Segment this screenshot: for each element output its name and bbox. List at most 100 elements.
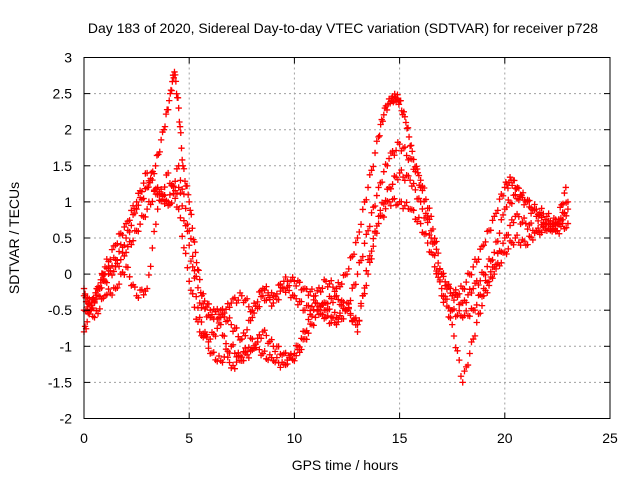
data-point-interp (457, 373, 465, 380)
data-point-interp (380, 213, 388, 221)
data-point-interp (471, 332, 479, 340)
data-point-interp (389, 181, 396, 188)
data-point-interp (520, 214, 528, 222)
data-point-interp (468, 271, 475, 278)
data-point-interp (473, 301, 480, 309)
data-point-interp (526, 203, 533, 211)
data-point-interp (129, 237, 137, 244)
data-point (564, 198, 572, 206)
data-point (564, 205, 572, 213)
data-point-interp (189, 290, 196, 298)
data-point-interp (254, 338, 261, 346)
data-point-interp (410, 207, 417, 214)
data-point-interp (308, 285, 316, 293)
data-point-interp (226, 359, 233, 366)
data-point-interp (371, 202, 379, 210)
data-point-interp (150, 170, 158, 177)
data-point-interp (191, 238, 198, 246)
data-point-interp (413, 218, 421, 225)
data-point-interp (506, 173, 514, 181)
data-point-interp (162, 110, 170, 118)
data-point-interp (317, 288, 324, 296)
data-point-interp (149, 244, 156, 252)
data-point-interp (326, 306, 333, 313)
data-point-interp (361, 284, 368, 292)
data-point-interp (361, 240, 368, 247)
data-point-interp (424, 219, 431, 226)
data-point-interp (305, 316, 312, 323)
data-point-interp (100, 271, 108, 279)
data-point-interp (128, 241, 135, 248)
data-point (175, 162, 182, 169)
data-point-interp (159, 191, 167, 198)
data-point-interp (413, 165, 421, 173)
data-point-interp (284, 283, 291, 291)
data-point-interp (415, 214, 423, 221)
data-point (101, 263, 109, 271)
data-point (238, 353, 245, 361)
data-point-interp (126, 273, 133, 281)
data-point (186, 198, 193, 206)
data-point-interp (498, 216, 505, 223)
data-point-interp (338, 280, 345, 288)
data-point-interp (352, 321, 359, 329)
data-point-interp (166, 97, 173, 104)
data-point-interp (233, 324, 240, 332)
data-point-interp (231, 365, 238, 372)
data-point-interp (562, 224, 570, 231)
data-point (480, 242, 487, 249)
data-point (122, 249, 130, 256)
data-point-interp (298, 335, 305, 342)
data-point-interp (114, 240, 121, 247)
data-point-interp (194, 318, 202, 325)
data-point-interp (285, 287, 293, 294)
y-axis: -2 -1.5 -1 -0.5 0 0.5 1 1.5 2 2.5 3 (48, 50, 610, 427)
data-point-interp (121, 241, 128, 249)
data-point (402, 119, 410, 126)
data-point-interp (329, 283, 337, 291)
data-point-interp (389, 148, 396, 155)
data-point-interp (319, 300, 326, 307)
data-point-interp (401, 202, 409, 209)
data-point-interp (176, 123, 184, 130)
data-point-interp (178, 233, 186, 240)
data-point-interp (214, 325, 221, 332)
data-point (133, 198, 140, 206)
x-axis-label: GPS time / hours (292, 457, 399, 473)
data-point-interp (422, 230, 430, 237)
data-point-interp (200, 290, 207, 298)
data-point-interp (187, 207, 194, 214)
data-point (196, 314, 203, 321)
data-point-interp (231, 294, 238, 301)
data-point (564, 220, 572, 227)
data-point-interp (157, 136, 165, 144)
data-point-interp (115, 248, 123, 255)
data-point-interp (504, 184, 512, 192)
data-point-interp (538, 214, 545, 221)
data-point-interp (405, 133, 413, 141)
data-point-interp (559, 200, 567, 208)
data-point-interp (529, 236, 537, 244)
data-point-interp (335, 296, 342, 303)
data-point-interp (545, 217, 552, 225)
data-point-interp (164, 106, 172, 113)
data-point-interp (168, 199, 175, 207)
data-point (207, 307, 214, 314)
data-point-interp (340, 298, 347, 306)
data-point-interp (524, 241, 531, 248)
data-point (385, 155, 393, 162)
data-point-interp (408, 155, 416, 163)
data-point-interp (308, 312, 316, 320)
data-point (480, 292, 487, 299)
data-point-interp (352, 239, 359, 246)
data-point-interp (205, 345, 212, 352)
data-point-interp (268, 336, 275, 343)
data-point-interp (376, 132, 383, 139)
data-point (417, 220, 424, 227)
data-point-interp (305, 302, 312, 309)
data-point-interp (478, 302, 486, 309)
data-point-interp (156, 148, 163, 156)
data-point-interp (391, 90, 398, 98)
data-point-interp (96, 305, 103, 313)
